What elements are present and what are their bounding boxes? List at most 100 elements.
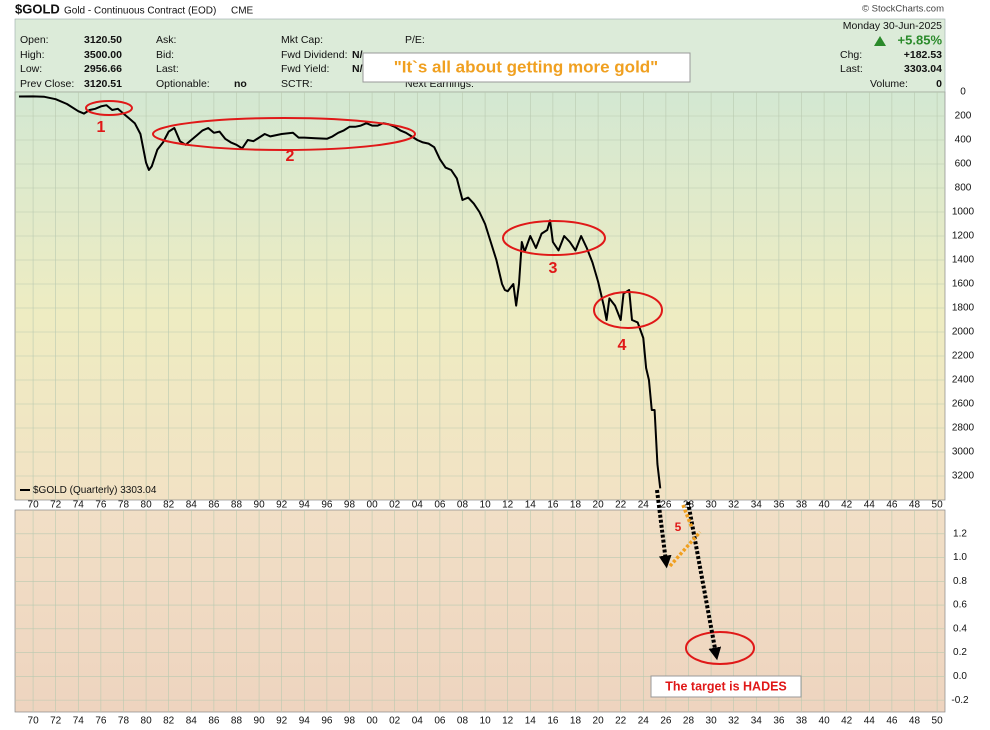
x-tick-label: 20 [593,716,605,727]
x-tick-label: 44 [864,716,876,727]
x-tick-label: 38 [796,716,808,727]
field-value: N/ [352,49,363,61]
x-tick-label: 96 [321,500,333,511]
x-tick-label: 92 [276,500,288,511]
x-tick-label: 96 [321,716,333,727]
x-tick-label: 82 [163,500,175,511]
annotation-label: 5 [675,520,682,534]
x-tick-label: 18 [570,716,582,727]
field-label: High: [20,49,45,61]
x-tick-label: 80 [141,716,153,727]
x-tick-label: 46 [886,500,898,511]
y-tick-label: 0.0 [953,671,967,682]
x-tick-label: 40 [819,716,831,727]
x-tick-label: 00 [367,716,379,727]
arrows [655,489,722,661]
x-tick-label: 94 [299,500,311,511]
field-label: Open: [20,34,49,46]
x-tick-label: 38 [796,500,808,511]
x-tick-label: 72 [50,716,62,727]
x-tick-label: 88 [231,716,243,727]
y-tick-label: 0 [960,87,966,98]
field-label: Mkt Cap: [281,34,323,46]
x-tick-label: 02 [389,500,401,511]
field-label: Bid: [156,49,174,61]
y-tick-label: 3000 [952,447,975,458]
date: Monday 30-Jun-2025 [843,20,942,32]
x-tick-label: 48 [909,716,921,727]
x-tick-label: 20 [593,500,605,511]
legend-value: 3303.04 [120,485,157,496]
field-value: no [234,78,247,90]
field-label: Volume: [870,78,908,90]
x-tick-label: 12 [502,716,514,727]
x-tick-label: 32 [728,716,740,727]
x-tick-label: 90 [254,500,266,511]
ellipse [152,117,416,151]
x-tick-label: 82 [163,716,175,727]
x-tick-label: 76 [95,500,107,511]
annotation-label: 1 [97,119,106,136]
y-tick-label: 1000 [952,207,975,218]
x-tick-label: 50 [932,716,944,727]
arrow [655,489,672,569]
x-tick-label: 50 [932,500,944,511]
up-arrow [874,36,886,46]
x-tick-label: 28 [683,716,695,727]
field-label: Last: [840,63,863,75]
x-tick-label: 10 [480,716,492,727]
x-tick-label: 10 [480,500,492,511]
y-tick-label: 800 [955,183,972,194]
symbol: $GOLD [15,1,60,16]
orange-path [668,530,702,568]
field-value: 3303.04 [904,63,942,75]
callout-box [362,52,691,83]
ellipse [85,100,133,116]
y-tick-label: 2400 [952,375,975,386]
x-tick-label: 44 [864,500,876,511]
x-tick-label: 78 [118,716,130,727]
x-tick-label: 86 [208,500,220,511]
x-tick-label: 46 [886,716,898,727]
x-tick-label: 18 [570,500,582,511]
x-tick-label: 04 [412,500,424,511]
x-tick-label: 42 [841,716,853,727]
x-tick-label: 06 [434,716,446,727]
x-tick-label: 04 [412,716,424,727]
x-tick-label: 36 [773,500,785,511]
x-tick-label: 72 [50,500,62,511]
legend-name: $GOLD (Quarterly) [33,485,117,496]
x-tick-label: 34 [751,500,763,511]
x-tick-label: 34 [751,716,763,727]
x-tick-label: 80 [141,500,153,511]
field-label: SCTR: [281,78,313,90]
annotation-labels: 1 2 3 4 5 [97,119,682,534]
field-value: 3120.51 [84,78,122,90]
y-tick-label: 0.6 [953,600,967,611]
legend: $GOLD (Quarterly) 3303.04 [33,485,157,496]
x-tick-label: 02 [389,716,401,727]
field-label: Optionable: [156,78,210,90]
y-tick-label: 1.2 [953,528,967,539]
ellipse [593,291,663,329]
x-tick-label: 94 [299,716,311,727]
source: © StockCharts.com [862,4,944,15]
x-tick-label: 08 [457,500,469,511]
x-tick-label: 48 [909,500,921,511]
grid: 70 70 72 72 74 74 76 76 78 78 80 80 82 82 84 84 86 86 88 88… [15,87,975,727]
x-tick-label: 98 [344,716,356,727]
x-tick-label: 22 [615,500,627,511]
annotation-label: 3 [549,260,558,277]
field-label: Ask: [156,34,176,46]
y-tick-label: 1.0 [953,552,967,563]
x-tick-label: 70 [28,500,40,511]
x-tick-label: 14 [525,500,537,511]
x-tick-label: 08 [457,716,469,727]
x-tick-label: 70 [28,716,40,727]
field-label: Prev Close: [20,78,74,90]
ellipse [685,631,755,665]
annotation-label: 4 [618,337,627,354]
x-tick-label: 74 [73,500,85,511]
y-tick-label: 0.8 [953,576,967,587]
